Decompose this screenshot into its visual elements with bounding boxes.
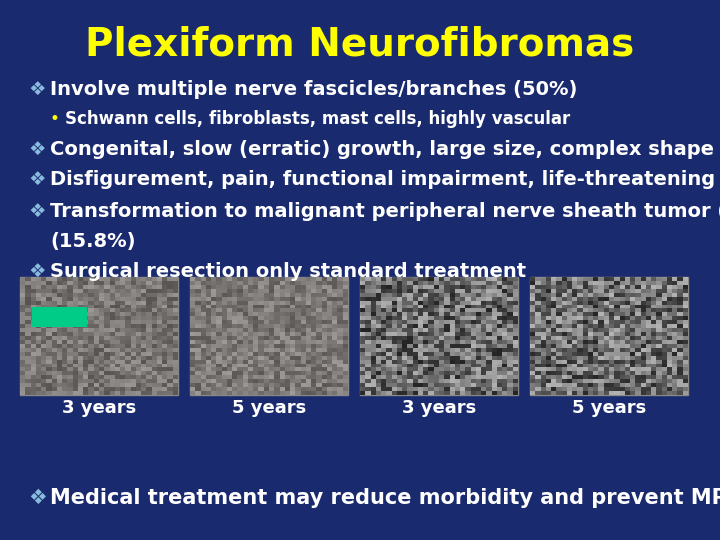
Text: 3 years: 3 years — [62, 399, 136, 417]
Text: ❖: ❖ — [28, 488, 47, 508]
Bar — [32, 307, 87, 327]
Text: 5 years: 5 years — [232, 399, 306, 417]
Bar — [20, 277, 178, 395]
Text: Surgical resection only standard treatment: Surgical resection only standard treatme… — [50, 262, 526, 281]
Text: Congenital, slow (erratic) growth, large size, complex shape: Congenital, slow (erratic) growth, large… — [50, 140, 714, 159]
Text: ❖: ❖ — [28, 80, 45, 99]
Text: 5 years: 5 years — [572, 399, 646, 417]
Text: Transformation to malignant peripheral nerve sheath tumor (MPNST): Transformation to malignant peripheral n… — [50, 202, 720, 221]
Text: Disfigurement, pain, functional impairment, life-threatening: Disfigurement, pain, functional impairme… — [50, 170, 715, 189]
Text: ❖: ❖ — [28, 262, 45, 281]
Text: •: • — [50, 110, 60, 128]
Text: (15.8%): (15.8%) — [50, 232, 135, 251]
Text: 3 years: 3 years — [402, 399, 476, 417]
Bar — [360, 277, 518, 395]
Text: ❖: ❖ — [28, 202, 45, 221]
Text: Plexiform Neurofibromas: Plexiform Neurofibromas — [86, 25, 634, 63]
Text: ❖: ❖ — [28, 170, 45, 189]
Text: ❖: ❖ — [28, 140, 45, 159]
Text: Schwann cells, fibroblasts, mast cells, highly vascular: Schwann cells, fibroblasts, mast cells, … — [65, 110, 570, 128]
Text: Involve multiple nerve fascicles/branches (50%): Involve multiple nerve fascicles/branche… — [50, 80, 577, 99]
Text: Medical treatment may reduce morbidity and prevent MPNST: Medical treatment may reduce morbidity a… — [50, 488, 720, 508]
Bar — [530, 277, 688, 395]
Bar — [190, 277, 348, 395]
